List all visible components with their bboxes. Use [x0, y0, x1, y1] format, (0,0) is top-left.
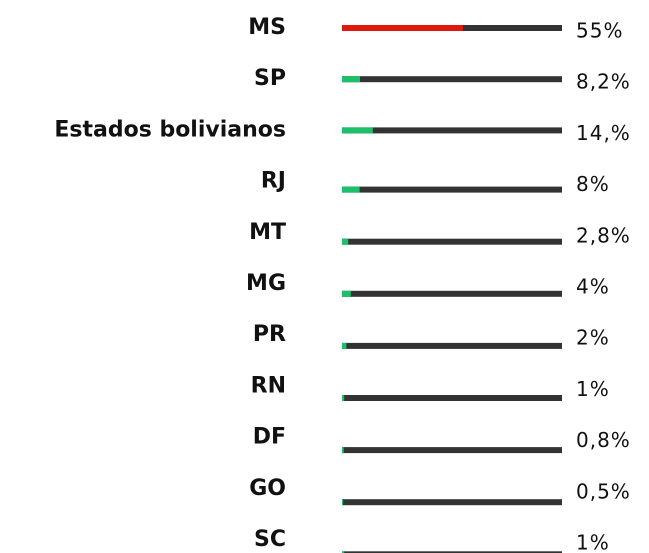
bar [342, 76, 361, 83]
bar [342, 342, 347, 349]
bar [342, 186, 360, 193]
category-label: RN [251, 373, 286, 398]
category-label: SC [254, 527, 286, 552]
bar-track [342, 238, 562, 245]
value-label: 0,8% [576, 428, 631, 452]
bar-track [342, 127, 562, 134]
bar [342, 395, 345, 401]
value-label: 0,5% [576, 479, 631, 503]
bar-track [342, 186, 562, 193]
bar-track [342, 551, 562, 553]
value-label: 55% [576, 19, 623, 43]
bar [342, 238, 349, 245]
bar [342, 447, 344, 454]
bar-track [342, 290, 562, 297]
value-label: 4% [576, 275, 610, 299]
bar-track [342, 395, 562, 401]
value-label: 1% [576, 531, 610, 553]
bar [342, 499, 344, 506]
category-label: MT [249, 220, 286, 245]
bar-track [342, 76, 562, 83]
bar-track [342, 342, 562, 349]
bar [342, 551, 345, 553]
bar-track [342, 499, 562, 506]
category-label: DF [253, 425, 286, 450]
category-label: Estados bolivianos [54, 117, 286, 142]
value-label: 8% [576, 172, 610, 196]
value-label: 8,2% [576, 70, 631, 94]
category-label: GO [249, 476, 286, 501]
bar [342, 290, 351, 297]
value-label: 2% [576, 326, 610, 350]
category-label: SP [254, 66, 286, 91]
bar [342, 127, 373, 134]
category-label: MG [246, 271, 286, 296]
category-label: PR [253, 322, 286, 347]
value-label: 14,% [576, 121, 631, 145]
bar [342, 25, 463, 31]
category-label: RJ [261, 169, 286, 194]
category-label: MS [248, 15, 286, 40]
value-label: 1% [576, 377, 610, 401]
value-label: 2,8% [576, 223, 631, 247]
bar-track [342, 447, 562, 454]
